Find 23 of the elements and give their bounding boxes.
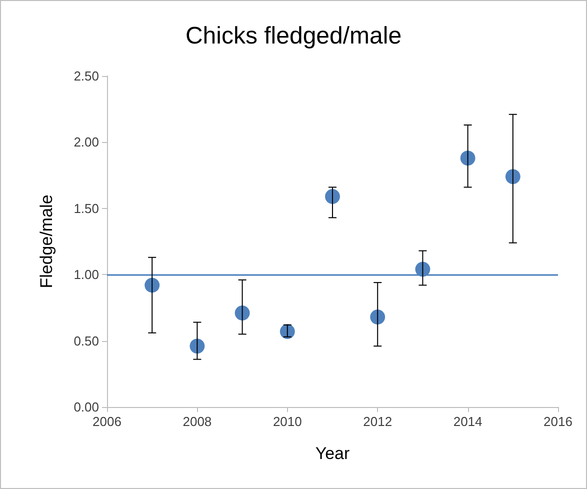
x-tick-label: 2006 bbox=[92, 414, 122, 429]
y-tick-label: 0.50 bbox=[74, 333, 99, 348]
point bbox=[144, 278, 160, 293]
x-tick-label: 2008 bbox=[182, 414, 212, 429]
chart-title: Chicks fledged/male bbox=[185, 22, 402, 50]
y-tick-label: 1.00 bbox=[74, 267, 99, 282]
point bbox=[505, 169, 520, 184]
y-axis-title: Fledge/male bbox=[37, 194, 56, 288]
y-tick-label: 2.00 bbox=[74, 134, 99, 150]
x-axis-title: Year bbox=[315, 444, 350, 463]
point bbox=[460, 150, 476, 166]
point bbox=[190, 338, 205, 354]
x-tick-label: 2012 bbox=[363, 414, 392, 429]
point bbox=[234, 306, 250, 320]
point bbox=[370, 309, 386, 324]
y-tick-label: 1.50 bbox=[74, 200, 99, 216]
x-tick-label: 2010 bbox=[272, 414, 302, 429]
point bbox=[415, 262, 430, 277]
x-tick-label: 2016 bbox=[544, 414, 572, 429]
y-tick-label: 0.00 bbox=[74, 400, 99, 414]
point bbox=[325, 188, 340, 204]
x-tick-label: 2014 bbox=[453, 414, 482, 429]
y-tick-label: 2.50 bbox=[74, 68, 99, 84]
